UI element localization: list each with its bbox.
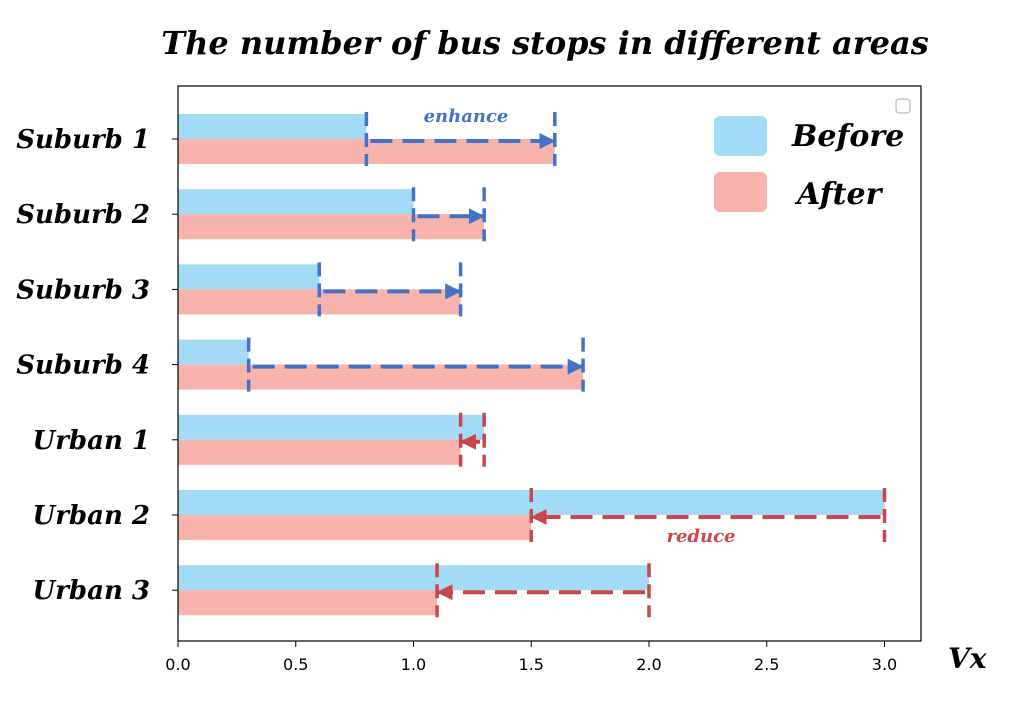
x-tick-label: 0.5 [283, 655, 308, 674]
category-labels: Suburb 1 Suburb 2 Suburb 3 Suburb 4 Urban 1 U… [16, 125, 178, 606]
x-tick-label: 1.0 [401, 655, 426, 674]
legend: Before After [714, 98, 911, 212]
bar-before-suburb-2 [178, 189, 414, 215]
annotation-reduce: reduce [666, 526, 735, 547]
chart-title: The number of bus stops in different are… [161, 24, 928, 62]
x-tick-label: 1.5 [519, 655, 544, 674]
category-label-suburb-4: Suburb 4 [16, 351, 150, 381]
bar-before-urban-1 [178, 414, 485, 440]
category-label-urban-3: Urban 3 [33, 576, 150, 606]
category-label-suburb-1: Suburb 1 [16, 125, 150, 155]
bar-before-suburb-4 [178, 339, 249, 365]
category-label-suburb-3: Suburb 3 [16, 275, 150, 305]
legend-swatch-before [714, 116, 767, 156]
bars-layer [178, 114, 885, 616]
bar-after-urban-1 [178, 439, 461, 465]
x-tick-label: 2.0 [636, 655, 661, 674]
category-label-urban-1: Urban 1 [33, 426, 150, 456]
legend-label-before: Before [791, 119, 904, 154]
arrows-layer [246, 112, 887, 618]
bar-before-suburb-3 [178, 264, 320, 290]
category-label-urban-2: Urban 2 [33, 501, 150, 531]
legend-swatch-after [714, 172, 767, 212]
bar-after-urban-3 [178, 590, 438, 616]
bar-before-suburb-1 [178, 114, 367, 139]
x-axis-title: Vx [948, 642, 987, 675]
bar-after-suburb-2 [178, 214, 485, 240]
x-tick-label: 3.0 [872, 655, 897, 674]
annotation-enhance: enhance [424, 106, 509, 127]
legend-label-after: After [794, 177, 884, 212]
bar-after-urban-2 [178, 515, 532, 540]
legend-empty-box [895, 98, 911, 114]
x-tick-label: 0.0 [165, 655, 190, 674]
bar-before-urban-3 [178, 565, 649, 591]
plot-frame [177, 85, 922, 642]
bar-after-suburb-4 [178, 364, 584, 390]
category-label-suburb-2: Suburb 2 [16, 200, 150, 230]
x-tick-label: 2.5 [754, 655, 779, 674]
x-axis: 0.0 0.5 1.0 1.5 2.0 2.5 3.0 [165, 641, 897, 674]
